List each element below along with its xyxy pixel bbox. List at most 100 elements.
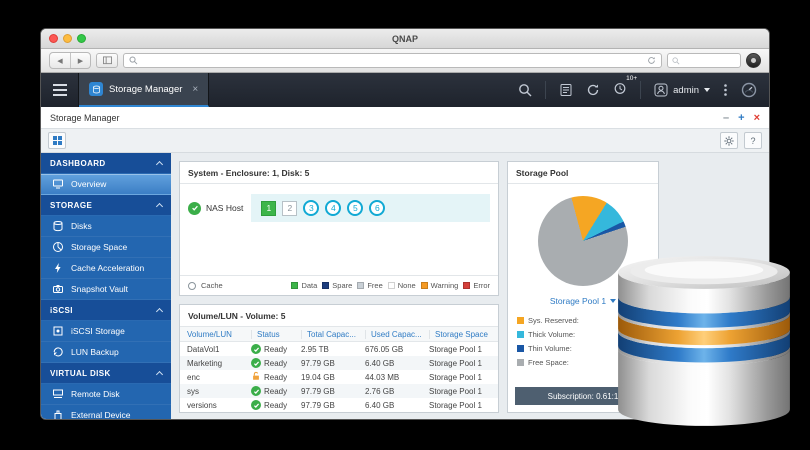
volume-name: DataVol1 — [187, 344, 220, 354]
table-row[interactable]: DataVol1 Ready 2.95 TB 676.05 GB Storage… — [180, 342, 498, 356]
tab-storage-manager[interactable]: Storage Manager × — [79, 73, 210, 107]
storage-pool-title: Storage Pool — [508, 162, 658, 184]
refresh-icon[interactable] — [586, 83, 600, 97]
sidebar-item-cache-acceleration[interactable]: Cache Acceleration — [41, 258, 171, 279]
disk-slot-strip: 1 2 3 4 5 6 — [251, 194, 490, 222]
column-header[interactable]: Volume/LUN — [187, 329, 232, 339]
sidebar-section-storage[interactable]: STORAGE — [41, 195, 171, 216]
resource-monitor-gauge-icon[interactable] — [741, 82, 757, 98]
storage-manager-titlebar: Storage Manager – + × — [41, 107, 769, 129]
status-text: Ready — [264, 344, 288, 354]
forward-button[interactable]: ▶ — [70, 53, 90, 68]
panel-icon — [102, 56, 112, 65]
sidebar-item-disks[interactable]: Disks — [41, 216, 171, 237]
app-minimize-button[interactable]: – — [723, 111, 730, 124]
more-options-icon[interactable] — [723, 83, 728, 97]
volume-name: sys — [187, 386, 199, 396]
column-header[interactable]: Status — [251, 329, 301, 339]
total-capacity: 97.79 GB — [301, 386, 335, 396]
lun-backup-icon — [52, 346, 64, 358]
used-capacity: 2.76 GB — [365, 386, 395, 396]
sidebar-item-remote-disk[interactable]: Remote Disk — [41, 384, 171, 405]
disk-slot-4[interactable]: 4 — [325, 200, 342, 216]
legend-label: Thin Volume: — [528, 344, 572, 353]
disk-slot-1[interactable]: 1 — [261, 200, 277, 216]
cache-label: Cache — [201, 281, 223, 290]
reload-icon[interactable] — [647, 56, 656, 65]
table-row[interactable]: Marketing Ready 97.79 GB 6.40 GB Storage… — [180, 356, 498, 370]
disks-icon — [52, 220, 64, 232]
app-close-button[interactable]: × — [753, 111, 760, 124]
legend-label: Spare — [332, 281, 353, 290]
sidebar-item-overview[interactable]: Overview — [41, 174, 171, 195]
column-header[interactable]: Used Capac... — [365, 329, 429, 339]
sidebar-section-dashboard[interactable]: DASHBOARD — [41, 153, 171, 174]
sidebar-item-iscsi-storage[interactable]: iSCSI Storage — [41, 321, 171, 342]
used-capacity: 676.05 GB — [365, 344, 404, 354]
view-toggle-button[interactable] — [48, 132, 66, 149]
search-icon[interactable] — [518, 83, 532, 97]
pool-selector[interactable]: Storage Pool 1 — [508, 294, 658, 312]
section-label: VIRTUAL DISK — [50, 368, 111, 378]
legend-label: Warning — [430, 281, 459, 290]
disk-slot-6[interactable]: 6 — [369, 200, 386, 216]
notifications-button[interactable]: 10+ — [613, 75, 637, 100]
total-capacity: 2.95 TB — [301, 344, 329, 354]
chevron-down-icon — [610, 299, 617, 303]
disk-slot-5[interactable]: 5 — [347, 200, 364, 216]
storage-cylinder-graphic — [618, 256, 790, 426]
sidebar-section-virtual-disk[interactable]: VIRTUAL DISK — [41, 363, 171, 384]
status-text: Ready — [264, 386, 288, 396]
close-window-button[interactable] — [49, 34, 58, 43]
volume-panel-title: Volume/LUN - Volume: 5 — [180, 305, 498, 327]
disk-slot-2[interactable]: 2 — [282, 200, 298, 216]
background-tasks-icon[interactable] — [559, 83, 573, 97]
pool-selector-label: Storage Pool 1 — [549, 296, 607, 306]
table-row[interactable]: versions Ready 97.79 GB 6.40 GB Storage … — [180, 398, 498, 412]
unlock-icon — [251, 371, 261, 383]
settings-button[interactable] — [720, 132, 738, 149]
nav-profile-button[interactable] — [746, 53, 761, 68]
sidebar-item-label: iSCSI Storage — [71, 326, 125, 336]
subscription-bar: Subscription: 0.61:1 — [515, 387, 651, 405]
column-header[interactable]: Total Capac... — [301, 329, 365, 339]
help-button[interactable]: ? — [744, 132, 762, 149]
storage-manager-icon — [89, 82, 103, 96]
secondary-search-field[interactable] — [667, 53, 741, 68]
disk-slot-3[interactable]: 3 — [303, 200, 320, 216]
cache-acceleration-icon — [52, 262, 64, 274]
table-row[interactable]: sys Ready 97.79 GB 2.76 GB Storage Pool … — [180, 384, 498, 398]
system-legend: Cache Data Spare Free None Warning Error — [180, 275, 498, 295]
table-row[interactable]: enc Ready 19.04 GB 44.03 MB Storage Pool… — [180, 370, 498, 384]
ok-check-icon — [188, 201, 201, 215]
sidebar-item-external-device[interactable]: External Device — [41, 405, 171, 419]
total-capacity: 19.04 GB — [301, 372, 335, 382]
column-header[interactable]: Storage Space — [429, 329, 491, 339]
sidebar-toggle-button[interactable] — [96, 53, 118, 68]
main-menu-button[interactable] — [41, 73, 79, 107]
header-icon-group: 10+ admin — [506, 75, 769, 100]
zoom-window-button[interactable] — [77, 34, 86, 43]
chevron-up-icon — [155, 307, 164, 315]
sidebar-item-storage-space[interactable]: Storage Space — [41, 237, 171, 258]
sidebar-item-lun-backup[interactable]: LUN Backup — [41, 342, 171, 363]
grid-icon — [52, 136, 62, 145]
tab-close-icon[interactable]: × — [192, 83, 199, 95]
back-button[interactable]: ◀ — [57, 57, 63, 65]
page-title: Storage Manager — [50, 112, 120, 123]
status-text: Ready — [264, 372, 288, 382]
sidebar-item-snapshot-vault[interactable]: Snapshot Vault — [41, 279, 171, 300]
user-avatar-icon — [654, 83, 668, 97]
storage-space: Storage Pool 1 — [429, 372, 482, 382]
sidebar: DASHBOARD Overview STORAGE Disks Storage… — [41, 153, 171, 419]
sidebar-section-iscsi[interactable]: iSCSI — [41, 300, 171, 321]
used-capacity: 6.40 GB — [365, 358, 395, 368]
app-maximize-button[interactable]: + — [738, 111, 745, 124]
nas-host-label: NAS Host — [206, 203, 244, 213]
user-menu[interactable]: admin — [654, 83, 710, 97]
remote-disk-icon — [52, 388, 64, 400]
minimize-window-button[interactable] — [63, 34, 72, 43]
total-capacity: 97.79 GB — [301, 358, 335, 368]
address-bar[interactable] — [123, 53, 662, 68]
window-title: QNAP — [391, 33, 418, 44]
